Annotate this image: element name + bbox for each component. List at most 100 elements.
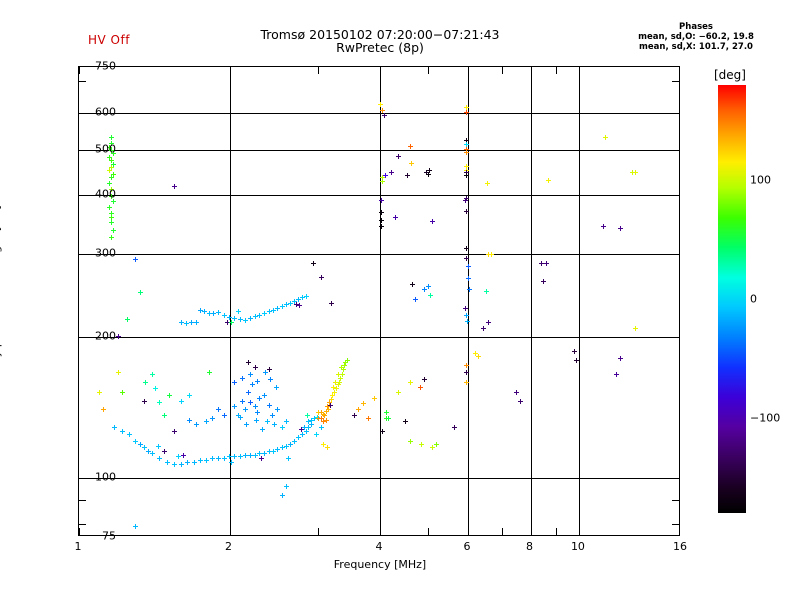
data-point (211, 311, 217, 317)
data-point (183, 321, 189, 327)
data-point (161, 449, 167, 455)
data-point (133, 438, 139, 444)
data-point (407, 438, 413, 444)
x-axis-tick (79, 528, 80, 535)
y-axis-tick (79, 149, 86, 151)
data-point (332, 390, 338, 396)
y-tick-label: 400 (95, 187, 116, 201)
data-point (425, 283, 431, 289)
data-point (430, 218, 436, 224)
data-point (338, 376, 344, 382)
x-axis-title: Frequency [MHz] (333, 558, 427, 571)
x-gridline (229, 67, 231, 535)
x-tick-label: 10 (570, 540, 585, 553)
data-point (108, 148, 114, 154)
data-point (215, 407, 221, 413)
data-point (279, 492, 285, 498)
data-point (288, 441, 294, 447)
y-axis-tick (672, 254, 679, 256)
data-point (463, 105, 469, 111)
phase-stats-heading: Phases (679, 22, 713, 32)
data-point (417, 385, 423, 390)
y-axis-tick (672, 112, 679, 114)
data-point (403, 419, 409, 425)
data-point (463, 137, 469, 143)
data-point (275, 407, 281, 413)
data-point (421, 287, 427, 293)
data-point (486, 320, 492, 326)
data-point (320, 411, 326, 417)
data-point (466, 287, 472, 293)
data-point (266, 402, 272, 408)
x-gridline (530, 67, 532, 535)
data-point (543, 261, 549, 267)
data-point (232, 315, 238, 321)
data-point (323, 408, 329, 414)
x-axis-tick (428, 67, 430, 74)
data-point (143, 379, 149, 385)
x-gridline (468, 67, 470, 535)
data-point (259, 456, 265, 462)
data-point (292, 438, 298, 444)
data-point (149, 450, 155, 456)
data-point (141, 398, 147, 404)
y-axis-tick (79, 254, 86, 256)
data-point (382, 173, 388, 179)
data-point (464, 142, 470, 148)
colorbar-tick-label: 0 (750, 292, 757, 306)
data-point (464, 173, 470, 179)
data-point (257, 395, 263, 401)
hv-status-label: HV Off (88, 33, 130, 47)
data-point (315, 414, 321, 420)
data-point (262, 393, 267, 399)
data-point (324, 445, 330, 451)
gridlines (79, 67, 679, 535)
data-point (633, 326, 639, 332)
data-point (379, 223, 385, 229)
data-point (333, 386, 339, 392)
data-point (110, 161, 116, 167)
data-point (483, 288, 489, 294)
y-tick-label: 600 (95, 105, 116, 119)
y-axis-tick (672, 149, 679, 151)
data-point (419, 441, 425, 447)
x-axis-tick (428, 528, 430, 535)
data-point (617, 225, 623, 231)
data-point (366, 416, 372, 422)
data-point (316, 416, 322, 422)
data-point (279, 445, 285, 451)
data-point (465, 276, 471, 282)
data-point (389, 169, 395, 175)
data-point (101, 407, 107, 413)
data-point (262, 450, 267, 456)
x-tick-label: 16 (673, 540, 687, 553)
y-axis-tick (79, 81, 86, 83)
data-point (149, 372, 155, 378)
data-point (602, 135, 608, 141)
data-point (108, 140, 114, 146)
data-point (331, 385, 337, 390)
data-point (293, 302, 299, 308)
y-gridline (79, 195, 679, 197)
data-point (255, 410, 261, 416)
data-point (285, 456, 291, 462)
x-axis-tick (229, 528, 231, 535)
data-point (157, 399, 163, 405)
data-point (393, 215, 399, 221)
data-point (97, 390, 103, 396)
data-point (271, 422, 277, 428)
data-point (157, 456, 163, 462)
data-point (513, 390, 519, 396)
x-gridline (578, 67, 580, 535)
data-point (279, 425, 285, 431)
data-point (462, 197, 468, 203)
data-point (242, 452, 248, 458)
data-point (271, 449, 277, 455)
data-point (116, 369, 122, 375)
data-point (298, 426, 304, 432)
x-axis-tick (556, 528, 558, 535)
data-point (266, 367, 272, 373)
data-point (108, 220, 114, 226)
data-point (408, 160, 414, 166)
data-point (119, 390, 125, 396)
